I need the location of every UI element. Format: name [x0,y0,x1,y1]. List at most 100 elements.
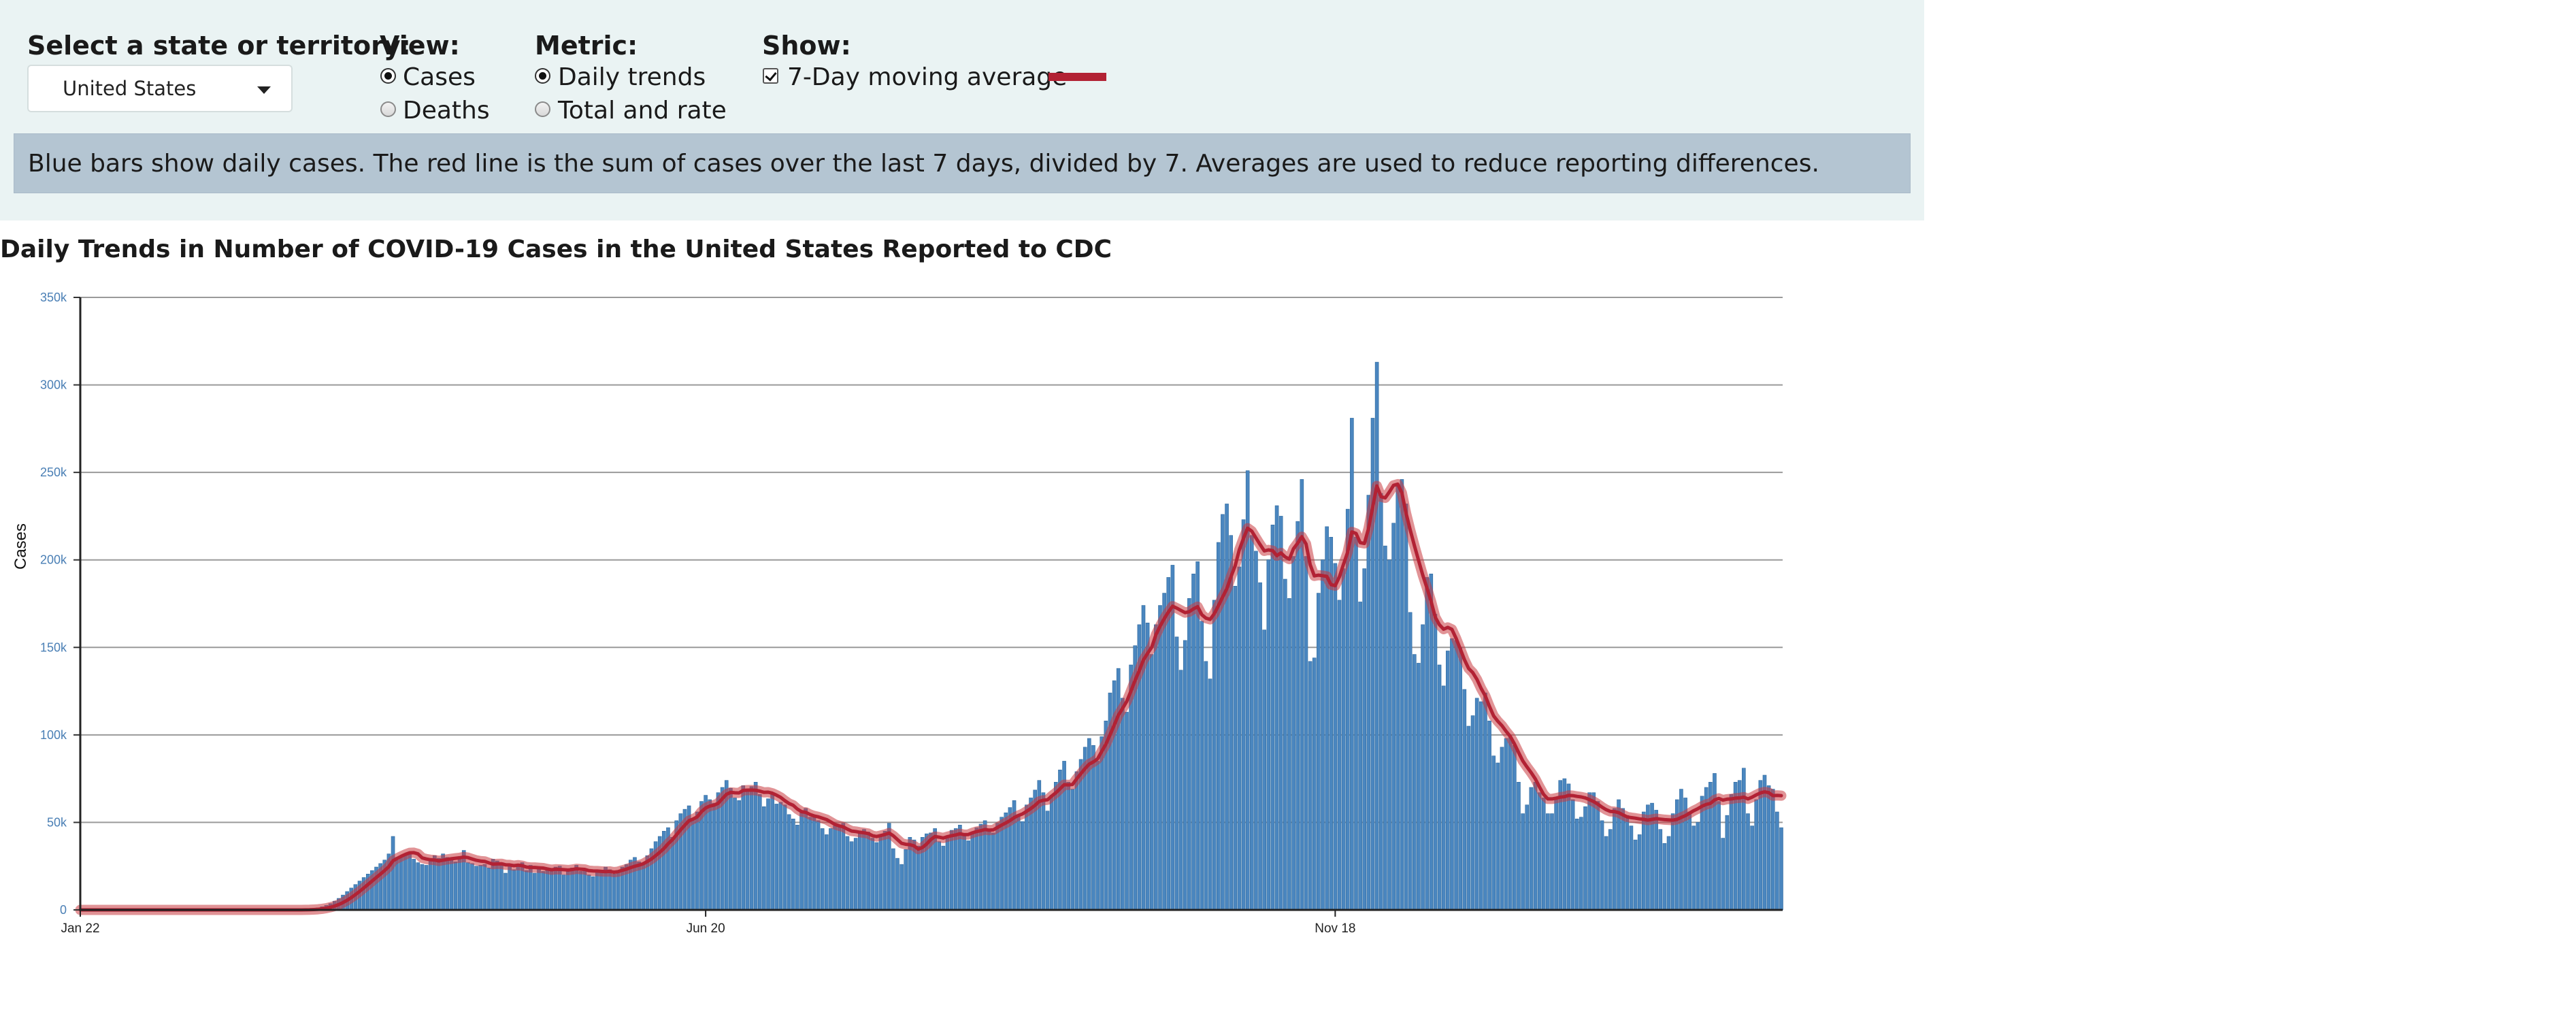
y-tick-label: 0 [60,903,67,917]
bar [512,869,516,911]
bar [1779,827,1783,911]
bar [853,838,858,911]
bar [949,830,954,911]
bar [1396,486,1400,911]
view-deaths-label[interactable]: Deaths [403,97,490,125]
bar [1487,720,1491,911]
y-tick-label: 100k [40,728,67,742]
y-axis-title: Cases [12,523,30,570]
bar [670,836,674,911]
bar [1308,661,1312,911]
bar [1237,566,1242,911]
metric-label: Metric: [535,31,638,61]
bar [408,851,412,911]
bar [1291,556,1295,911]
bar [541,871,545,911]
bar [1387,559,1391,911]
state-select[interactable]: United States [27,65,293,112]
x-tick-label: Jan 22 [61,921,99,936]
bar [420,864,425,911]
bar [1233,585,1238,911]
bar [1513,745,1517,911]
bar [1337,600,1342,911]
bar [962,834,966,911]
bar [403,853,408,911]
bar [474,866,478,911]
bar [916,845,921,911]
bar [533,872,537,911]
bar [1054,781,1058,911]
bar [791,818,795,911]
bar [1637,834,1642,911]
moving-average-checkbox[interactable] [763,68,778,84]
bar [1621,808,1625,911]
metric-total-label[interactable]: Total and rate [558,97,727,125]
metric-daily-radio[interactable] [535,68,550,84]
moving-average-line [78,482,1783,912]
bar [716,792,721,911]
check-icon [765,69,777,82]
moving-average-series [75,478,1787,915]
bar [1408,612,1413,911]
bar [862,829,866,911]
bar [787,814,791,911]
bar [1521,813,1525,911]
bar [1333,563,1338,911]
bar [878,834,883,911]
y-tick-label: 150k [40,640,67,654]
bar [428,860,433,911]
bar [1162,593,1166,911]
bar [1770,789,1775,911]
bar [1208,679,1212,911]
bar [549,868,554,911]
bar [799,811,804,911]
bar [1341,568,1346,911]
bar [970,833,975,911]
bar [1304,556,1308,911]
bar [1466,725,1471,911]
bar [449,860,454,911]
view-cases-radio[interactable] [380,68,396,84]
bar [829,828,833,911]
bar [937,841,942,911]
bar [1496,762,1500,911]
bar [499,862,503,911]
bar [953,828,958,911]
bar [708,799,712,911]
bar [733,798,737,911]
bar [1212,600,1217,911]
info-text: Blue bars show daily cases. The red line… [28,150,1819,178]
bar [782,804,787,911]
metric-total-radio[interactable] [535,101,550,117]
bar [1041,792,1046,911]
view-deaths-radio[interactable] [380,101,396,117]
bar [391,836,395,911]
bar [1725,815,1730,911]
bar [904,849,908,911]
bar [1437,664,1442,911]
x-tick-label: Jun 20 [687,921,725,936]
bar [1378,493,1383,911]
bar [1170,565,1175,911]
state-label: Select a state or territory: [27,31,411,61]
bar [1662,843,1667,911]
bar [1766,785,1771,911]
bar [1025,804,1029,911]
bar [1504,738,1508,911]
view-cases-label[interactable]: Cases [403,63,476,91]
bar [874,842,879,911]
bar [1095,761,1100,911]
bar [1191,573,1195,911]
bar [841,823,846,911]
y-tick-label: 300k [40,378,67,392]
bar [1658,829,1663,911]
bar [1742,768,1746,911]
moving-average-label[interactable]: 7-Day moving average [787,63,1068,91]
bar [845,836,850,911]
metric-daily-label[interactable]: Daily trends [558,63,706,91]
y-tick-label: 250k [40,466,67,479]
bar [1158,605,1162,911]
bar [1125,712,1129,911]
view-label: View: [380,31,460,61]
state-select-value: United States [63,77,197,100]
